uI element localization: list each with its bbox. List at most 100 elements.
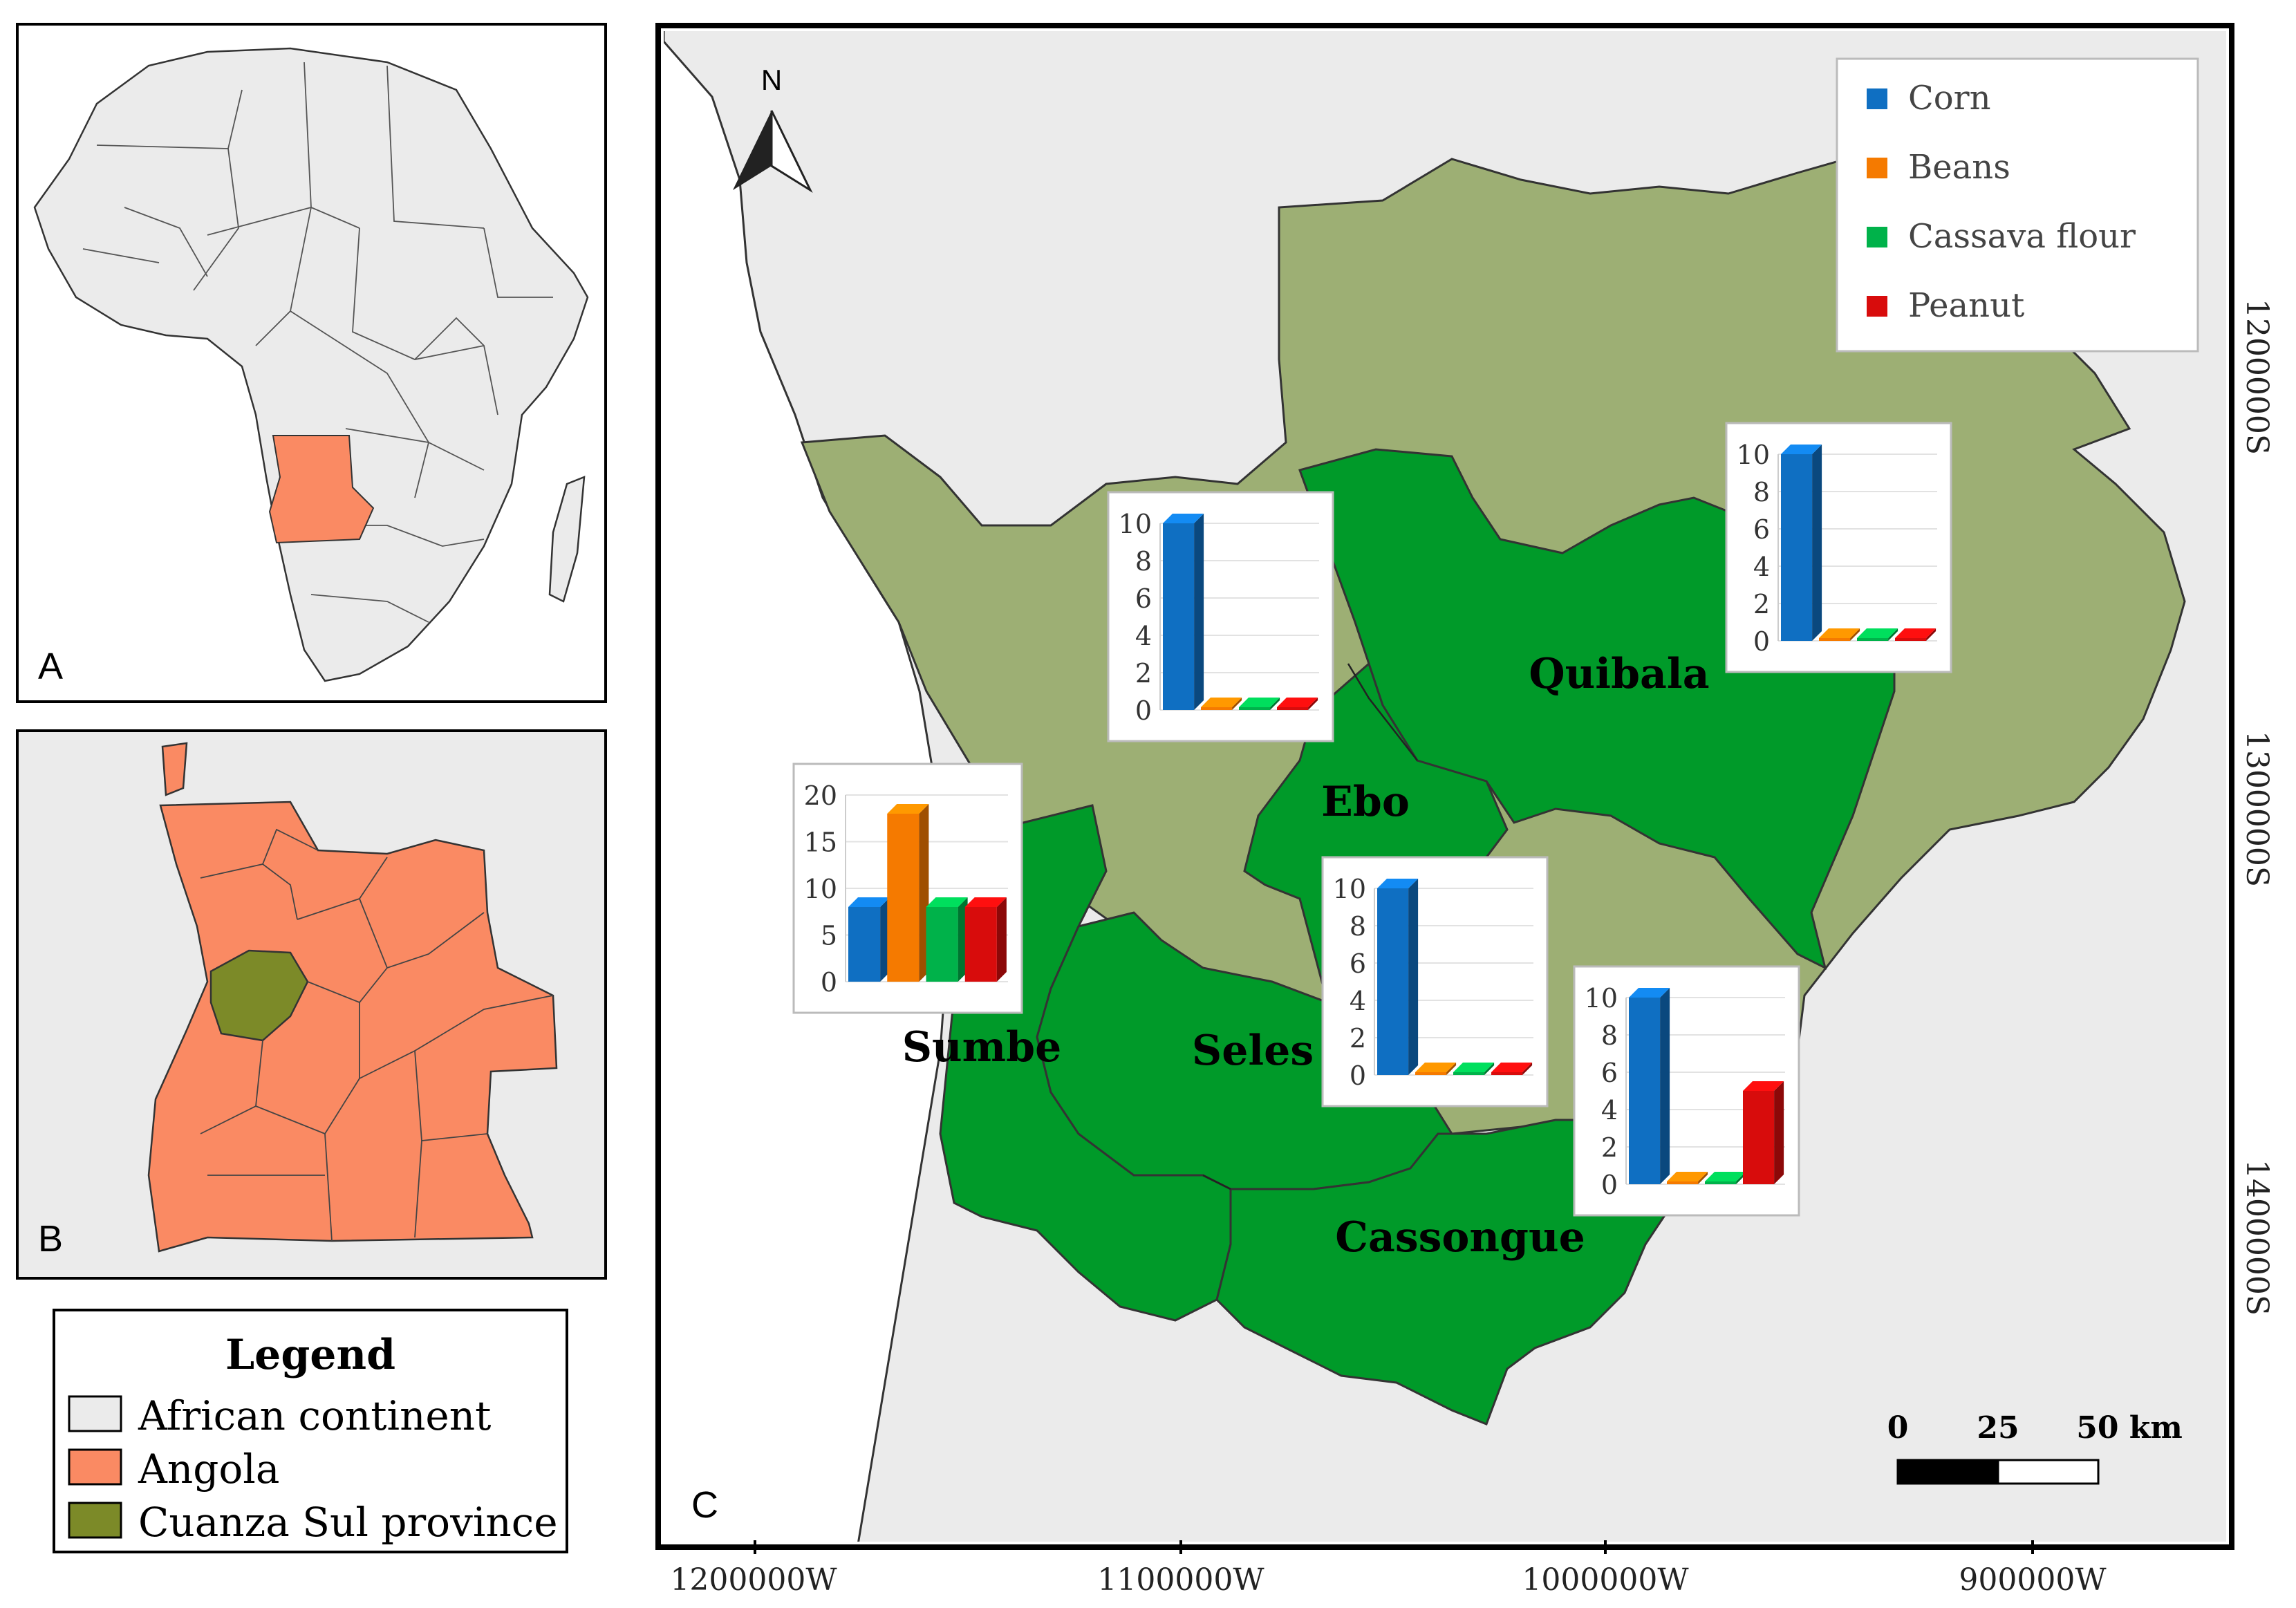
chart-sumbe-bar-beans: [887, 814, 920, 982]
chart-sumbe-tick-label: 20: [804, 780, 837, 811]
x-label-1100000w: 1100000W: [1097, 1562, 1264, 1598]
legend-label-african-continent: African continent: [138, 1392, 491, 1439]
chart-seles-bar-beans: [1415, 1072, 1447, 1075]
label-cassongue: Cassongue: [1335, 1213, 1585, 1262]
crop-legend-swatch-beans: [1867, 158, 1887, 178]
scale-label-50: 50 km: [2076, 1410, 2183, 1446]
chart-quibala-tick-label: 2: [1753, 589, 1770, 619]
chart-quibala-tick-label: 4: [1753, 552, 1770, 582]
panel-c: N Corn Beans Cassava flour Peanut Sumbe …: [655, 23, 2234, 1554]
y-label-1400000s: 1400000S: [2239, 1159, 2275, 1316]
x-label-1200000w: 1200000W: [670, 1562, 837, 1598]
crop-legend-swatch-peanut: [1867, 296, 1887, 317]
panel-c-label: C: [691, 1484, 718, 1526]
chart-sumbe-tick-label: 10: [804, 874, 837, 904]
legend-box: [53, 1309, 568, 1553]
chart-sumbe-bar-peanut: [964, 907, 997, 982]
province-borders: [200, 828, 554, 1242]
chart-ebo-bar-corn: [1163, 523, 1195, 710]
legend-label-cuanza-sul: Cuanza Sul province: [138, 1499, 558, 1546]
municipality-labels: Sumbe Seles Ebo Quibala Cassongue: [902, 650, 1710, 1262]
x-axis-labels: 1200000W 1100000W 1000000W 900000W: [670, 1562, 2107, 1598]
angola-highlight-a: [268, 435, 375, 544]
chart-ebo-tick-label: 6: [1135, 583, 1152, 614]
chart-quibala-bar-peanut-side: [1926, 628, 1936, 641]
chart-cassongue-bar-peanut-top: [1743, 1081, 1784, 1091]
chart-cassongue-bar-corn-top: [1629, 988, 1670, 998]
north-arrow: N: [733, 64, 813, 194]
chart-ebo-tick-label: 10: [1119, 509, 1152, 539]
legend-swatch-african-continent: [68, 1395, 122, 1432]
chart-cassongue-tick-label: 10: [1585, 983, 1618, 1013]
chart-sumbe-bar-corn: [848, 907, 881, 982]
cabinda: [161, 742, 188, 796]
chart-ebo-bar-cassava-flour-top: [1239, 698, 1280, 707]
chart-ebo-bar-peanut-side: [1308, 698, 1318, 710]
chart-quibala: 0 2 4 6 8 10: [1725, 422, 1952, 673]
scale-label-25: 25: [1977, 1410, 2019, 1446]
municipality-cassongue: [1215, 1119, 1674, 1425]
chart-seles-tick-label: 10: [1333, 874, 1366, 904]
crop-legend-label-corn: Corn: [1908, 79, 1990, 118]
chart-ebo-tick-label: 8: [1135, 546, 1152, 577]
label-sumbe: Sumbe: [902, 1023, 1062, 1072]
crop-legend-swatch-corn: [1867, 88, 1887, 109]
legend: Legend African continent Angola Cuanza S…: [53, 1309, 568, 1553]
chart-quibala-tick-label: 0: [1753, 626, 1770, 657]
angola-country: [147, 801, 558, 1253]
label-seles: Seles: [1192, 1027, 1314, 1075]
chart-ebo-bar-beans: [1201, 707, 1233, 710]
north-arrow-left: [733, 111, 772, 190]
chart-ebo-bar-beans-side: [1232, 698, 1242, 710]
scale-bar: 0 25 50 km: [1887, 1410, 2183, 1485]
panel-b: B: [16, 729, 607, 1280]
chart-sumbe-bar-peanut-top: [964, 897, 1007, 907]
cuanza-sul-highlight: [209, 949, 309, 1042]
legend-title: Legend: [225, 1331, 395, 1379]
chart-seles: 0 2 4 6 8 10: [1321, 856, 1549, 1107]
chart-ebo-tick-label: 2: [1135, 658, 1152, 689]
frame-ticks: [754, 1540, 2034, 1554]
chart-seles-bar-beans-side: [1446, 1063, 1457, 1075]
panel-a: A: [16, 23, 607, 703]
chart-cassongue-bar-corn: [1629, 998, 1661, 1184]
chart-sumbe-bar-peanut-side: [996, 897, 1007, 982]
chart-seles-bar-beans-top: [1415, 1063, 1457, 1072]
label-ebo: Ebo: [1321, 778, 1410, 826]
chart-cassongue-bar-peanut-side: [1774, 1081, 1784, 1184]
chart-sumbe-tick-label: 15: [804, 828, 837, 858]
x-label-1000000w: 1000000W: [1522, 1562, 1689, 1598]
chart-seles-tick-label: 2: [1350, 1023, 1366, 1054]
chart-quibala-tick-label: 8: [1753, 477, 1770, 507]
chart-quibala-bar-cassava-flour-side: [1888, 628, 1898, 641]
crop-legend: Corn Beans Cassava flour Peanut: [1836, 57, 2199, 353]
country-borders: [82, 62, 553, 623]
chart-ebo-tick-label: 4: [1135, 621, 1152, 651]
chart-cassongue-tick-label: 8: [1601, 1020, 1618, 1051]
chart-cassongue-bar-beans-top: [1667, 1172, 1708, 1181]
chart-seles-bar-cassava-flour-side: [1484, 1063, 1495, 1075]
chart-ebo-tick-label: 0: [1135, 695, 1152, 726]
panel-b-label: B: [38, 1218, 63, 1260]
chart-seles-bar-peanut-side: [1522, 1063, 1533, 1075]
crop-legend-label-beans: Beans: [1908, 148, 2010, 187]
chart-quibala-bar-cassava-flour-top: [1857, 628, 1898, 638]
chart-ebo-bar-corn-top: [1163, 514, 1204, 523]
chart-sumbe-bar-cassava-flour: [926, 907, 958, 982]
panel-a-label: A: [38, 646, 63, 687]
chart-quibala-bar-cassava-flour: [1857, 638, 1889, 641]
north-arrow-right: [770, 110, 813, 194]
chart-quibala-tick-label: 10: [1737, 440, 1770, 470]
chart-ebo-bar-beans-top: [1201, 698, 1242, 707]
legend-swatch-cuanza-sul: [68, 1502, 122, 1539]
scale-bar-white: [1997, 1459, 2100, 1485]
chart-seles-bar-peanut: [1491, 1072, 1523, 1075]
legend-swatch-angola: [68, 1448, 122, 1486]
scale-label-0: 0: [1887, 1410, 1909, 1446]
chart-cassongue-bar-beans-side: [1698, 1172, 1708, 1184]
crop-legend-label-cassava-flour: Cassava flour: [1908, 217, 2136, 256]
chart-seles-bar-corn-top: [1377, 879, 1419, 888]
scale-bar-black: [1896, 1459, 1999, 1485]
chart-cassongue-bar-beans: [1667, 1181, 1699, 1184]
chart-sumbe-bar-corn-top: [848, 897, 890, 907]
